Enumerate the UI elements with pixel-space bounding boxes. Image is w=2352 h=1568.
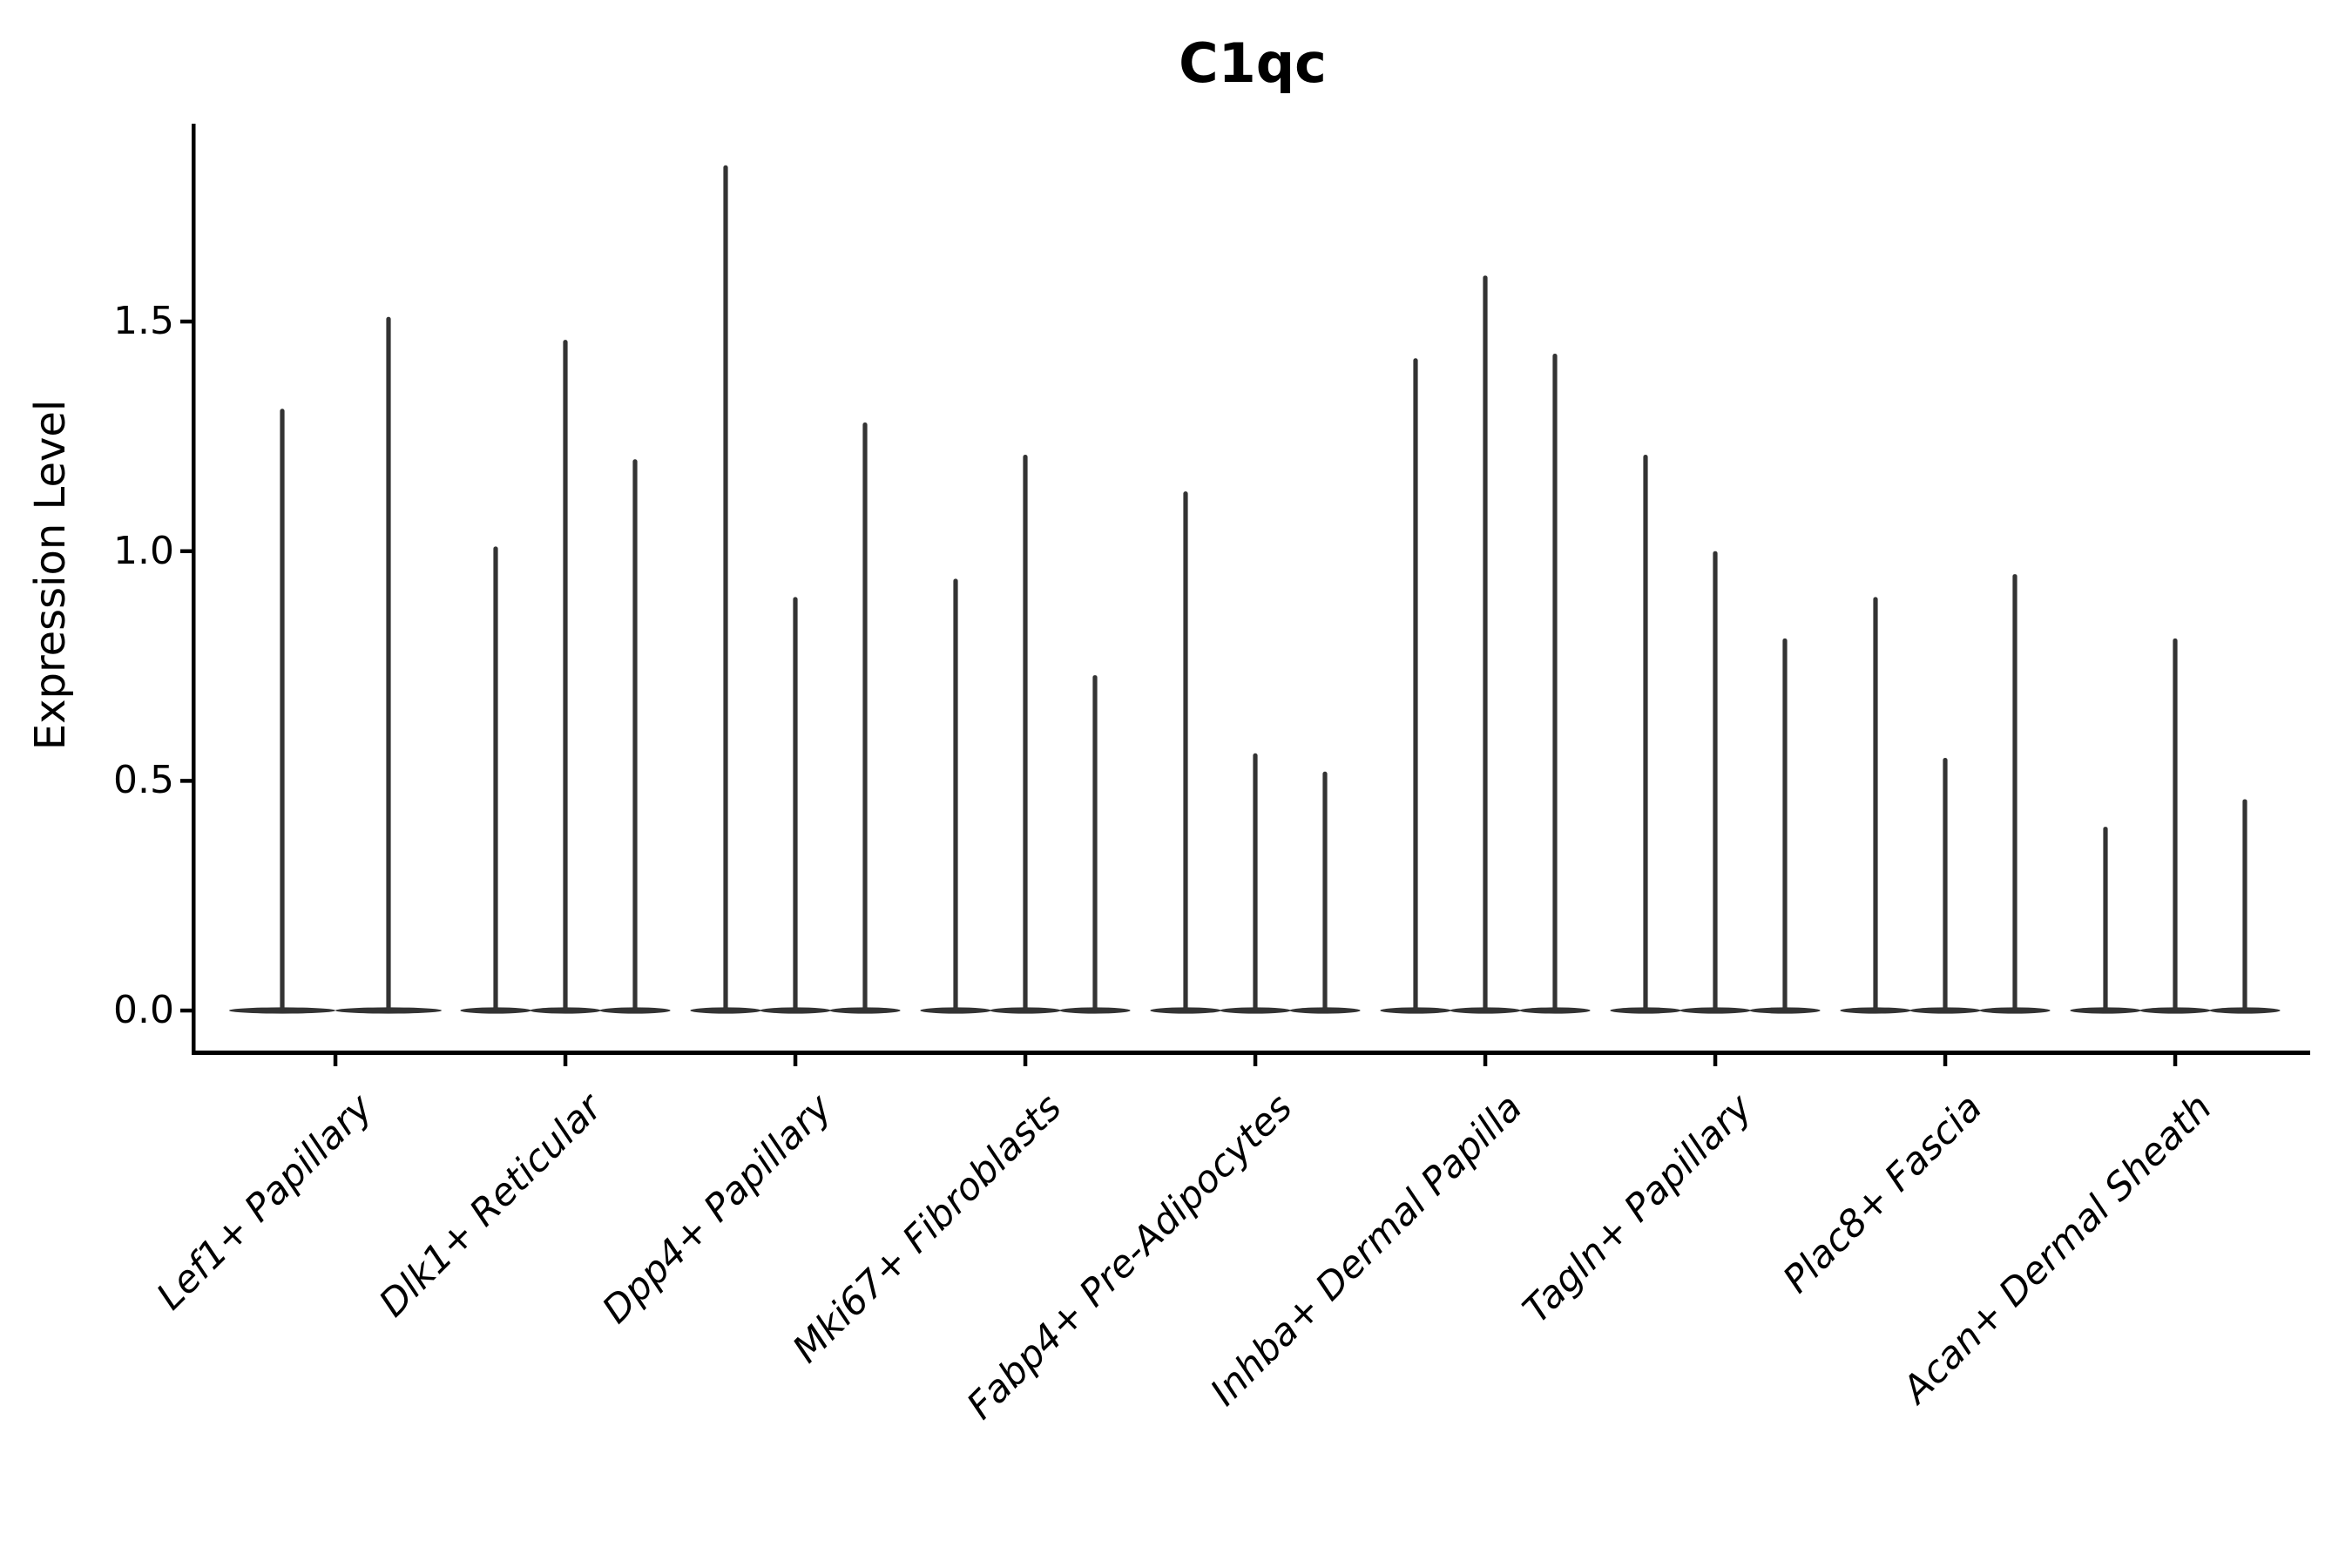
x-tick <box>1483 1055 1488 1066</box>
violin-spike <box>1253 753 1258 1012</box>
y-tick <box>180 549 192 553</box>
violin-spike <box>632 459 638 1012</box>
x-tick <box>1713 1055 1718 1066</box>
x-tick <box>1023 1055 1028 1066</box>
y-tick-label: 0.5 <box>113 758 174 803</box>
violin-spike <box>1782 638 1788 1012</box>
x-tick <box>793 1055 798 1066</box>
violin-spike <box>793 597 798 1012</box>
x-tick <box>333 1055 338 1066</box>
violin-spike <box>1183 491 1188 1012</box>
violin-spike <box>2173 638 2178 1012</box>
y-tick <box>180 1008 192 1013</box>
violin-spike <box>1643 454 1648 1012</box>
violin-spike <box>1483 275 1488 1012</box>
x-tick <box>563 1055 568 1066</box>
violin-spike <box>1552 353 1558 1012</box>
y-tick-label: 1.5 <box>113 299 174 344</box>
violin-spike <box>1873 597 1878 1012</box>
x-tick <box>1253 1055 1258 1066</box>
violin-spike <box>563 340 568 1013</box>
violin-spike <box>723 165 728 1012</box>
violin-spike <box>1943 757 1948 1012</box>
violin-spike <box>280 409 285 1012</box>
violin-spike <box>386 316 391 1013</box>
x-axis-spine <box>192 1051 2310 1055</box>
violin-spike <box>953 578 958 1012</box>
violin-spike <box>1413 358 1418 1012</box>
chart-title: C1qc <box>1179 31 1327 95</box>
violin-spike <box>493 546 498 1012</box>
x-tick <box>1943 1055 1948 1066</box>
y-tick <box>180 779 192 783</box>
y-tick <box>180 319 192 324</box>
y-tick-label: 0.0 <box>113 988 174 1032</box>
violin-spike <box>2242 799 2247 1012</box>
violin-spike <box>1092 675 1098 1012</box>
violin-spike <box>2103 827 2108 1012</box>
violin-spike <box>2012 574 2017 1012</box>
y-tick-label: 1.0 <box>113 528 174 573</box>
violin-spike <box>862 422 868 1012</box>
y-axis-label: Expression Level <box>26 399 75 751</box>
y-axis-spine <box>192 124 196 1055</box>
violin-spike <box>1322 771 1328 1012</box>
violin-spike <box>1713 551 1718 1012</box>
x-tick <box>2173 1055 2178 1066</box>
violin-spike <box>1023 454 1028 1012</box>
